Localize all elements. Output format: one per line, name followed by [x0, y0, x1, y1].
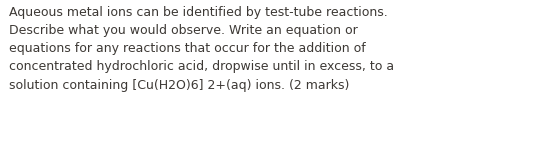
Text: Aqueous metal ions can be identified by test-tube reactions.
Describe what you w: Aqueous metal ions can be identified by …	[9, 6, 394, 92]
